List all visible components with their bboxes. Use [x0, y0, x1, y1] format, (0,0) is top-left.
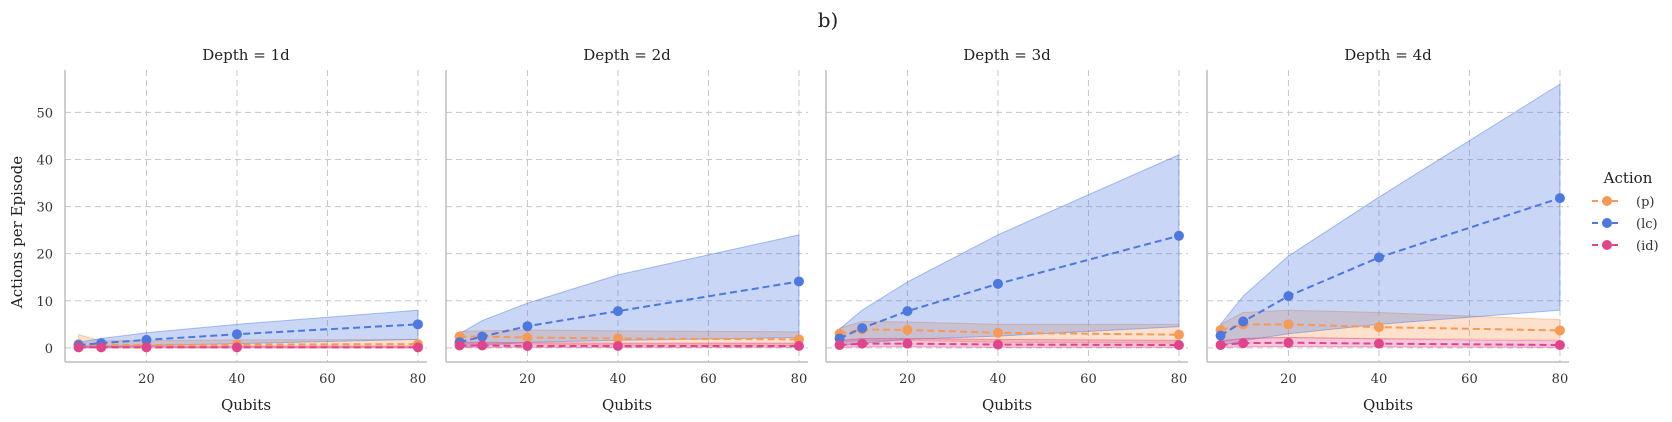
legend-title: Action — [1603, 169, 1653, 187]
data-point-p — [1283, 319, 1294, 330]
y-tick-label: 30 — [36, 201, 53, 216]
x-tick-label: 20 — [519, 372, 536, 387]
legend-label-id: (id) — [1636, 239, 1659, 254]
data-point-lc — [612, 306, 623, 317]
data-point-lc — [1215, 330, 1226, 341]
y-tick-label: 50 — [36, 106, 53, 121]
data-point-id — [1283, 337, 1294, 348]
x-tick-label: 60 — [319, 372, 336, 387]
data-point-p — [992, 327, 1003, 338]
x-tick-label: 80 — [410, 372, 427, 387]
data-point-lc — [477, 331, 488, 342]
x-tick-label: 20 — [138, 372, 155, 387]
panel-3: Depth = 3d 20 40 60 80 Qubits — [825, 46, 1188, 414]
data-point-id — [141, 342, 152, 353]
data-point-id — [1554, 340, 1565, 351]
x-tick-label: 40 — [1371, 372, 1388, 387]
x-tick-label: 20 — [1280, 372, 1297, 387]
y-tick-label: 20 — [36, 248, 53, 263]
y-tick-label: 40 — [36, 153, 53, 168]
legend-marker-p — [1602, 196, 1612, 206]
data-point-id — [834, 340, 845, 351]
data-point-id — [1173, 340, 1184, 351]
data-point-lc — [1283, 291, 1294, 302]
data-point-id — [477, 340, 488, 351]
x-tick-label: 80 — [791, 372, 808, 387]
y-tick-label: 0 — [45, 342, 53, 357]
x-tick-label: 60 — [1080, 372, 1097, 387]
data-point-id — [1238, 338, 1249, 349]
y-tick-label: 10 — [36, 295, 53, 310]
data-point-id — [1373, 338, 1384, 349]
x-tick-label: 80 — [1552, 372, 1569, 387]
legend-label-lc: (lc) — [1636, 217, 1658, 232]
x-tick-label: 40 — [990, 372, 1007, 387]
legend-marker-lc — [1602, 218, 1612, 228]
data-point-lc — [793, 276, 804, 287]
panel-1: Depth = 1d 20 40 60 80 0 10 20 30 40 50 Qubits — [36, 46, 427, 414]
legend: Action (p) (lc) (id) — [1592, 169, 1659, 254]
panel-2: Depth = 2d 20 40 60 80 Qubits — [445, 46, 808, 414]
x-axis-label: Qubits — [1363, 396, 1413, 414]
data-point-id — [992, 339, 1003, 350]
figure-title: b) — [818, 8, 839, 32]
data-point-id — [73, 342, 84, 353]
x-tick-label: 80 — [1171, 372, 1188, 387]
data-point-id — [793, 340, 804, 351]
data-point-id — [96, 342, 107, 353]
data-point-id — [612, 340, 623, 351]
data-point-lc — [1173, 230, 1184, 241]
data-point-p — [902, 324, 913, 335]
data-point-lc — [1238, 316, 1249, 327]
x-tick-label: 40 — [229, 372, 246, 387]
legend-label-p: (p) — [1636, 195, 1654, 210]
x-axis-label: Qubits — [221, 396, 271, 414]
data-point-lc — [1373, 252, 1384, 263]
data-point-id — [857, 338, 868, 349]
data-point-lc — [902, 306, 913, 317]
data-point-p — [1554, 325, 1565, 336]
series-line-p — [78, 343, 418, 347]
band-lc — [1220, 83, 1561, 347]
panel-title: Depth = 3d — [963, 46, 1051, 64]
legend-marker-id — [1602, 240, 1612, 250]
panel-title: Depth = 2d — [583, 46, 671, 64]
panel-4: Depth = 4d 20 40 60 80 Qubits — [1206, 46, 1569, 414]
data-point-p — [522, 332, 533, 343]
data-point-lc — [141, 334, 152, 345]
data-point-lc — [522, 321, 533, 332]
data-point-lc — [857, 323, 868, 334]
y-axis-label: Actions per Episode — [8, 156, 26, 309]
x-tick-label: 60 — [700, 372, 717, 387]
x-axis-label: Qubits — [982, 396, 1032, 414]
x-axis-label: Qubits — [602, 396, 652, 414]
data-point-lc — [992, 278, 1003, 289]
data-point-id — [902, 338, 913, 349]
data-point-lc — [1554, 193, 1565, 204]
data-point-id — [1215, 340, 1226, 351]
panel-title: Depth = 1d — [202, 46, 290, 64]
panel-title: Depth = 4d — [1344, 46, 1432, 64]
data-point-p — [1173, 329, 1184, 340]
data-point-id — [454, 340, 465, 351]
data-point-lc — [231, 329, 242, 340]
data-point-lc — [412, 319, 423, 330]
series-line-lc — [839, 234, 1180, 340]
data-point-id — [231, 342, 242, 353]
data-point-id — [412, 342, 423, 353]
x-tick-label: 40 — [610, 372, 627, 387]
data-point-id — [522, 340, 533, 351]
data-point-p — [612, 333, 623, 344]
x-tick-label: 60 — [1461, 372, 1478, 387]
band-lc — [459, 234, 800, 348]
band-p — [1220, 309, 1561, 343]
x-tick-label: 20 — [899, 372, 916, 387]
data-point-p — [1373, 322, 1384, 333]
